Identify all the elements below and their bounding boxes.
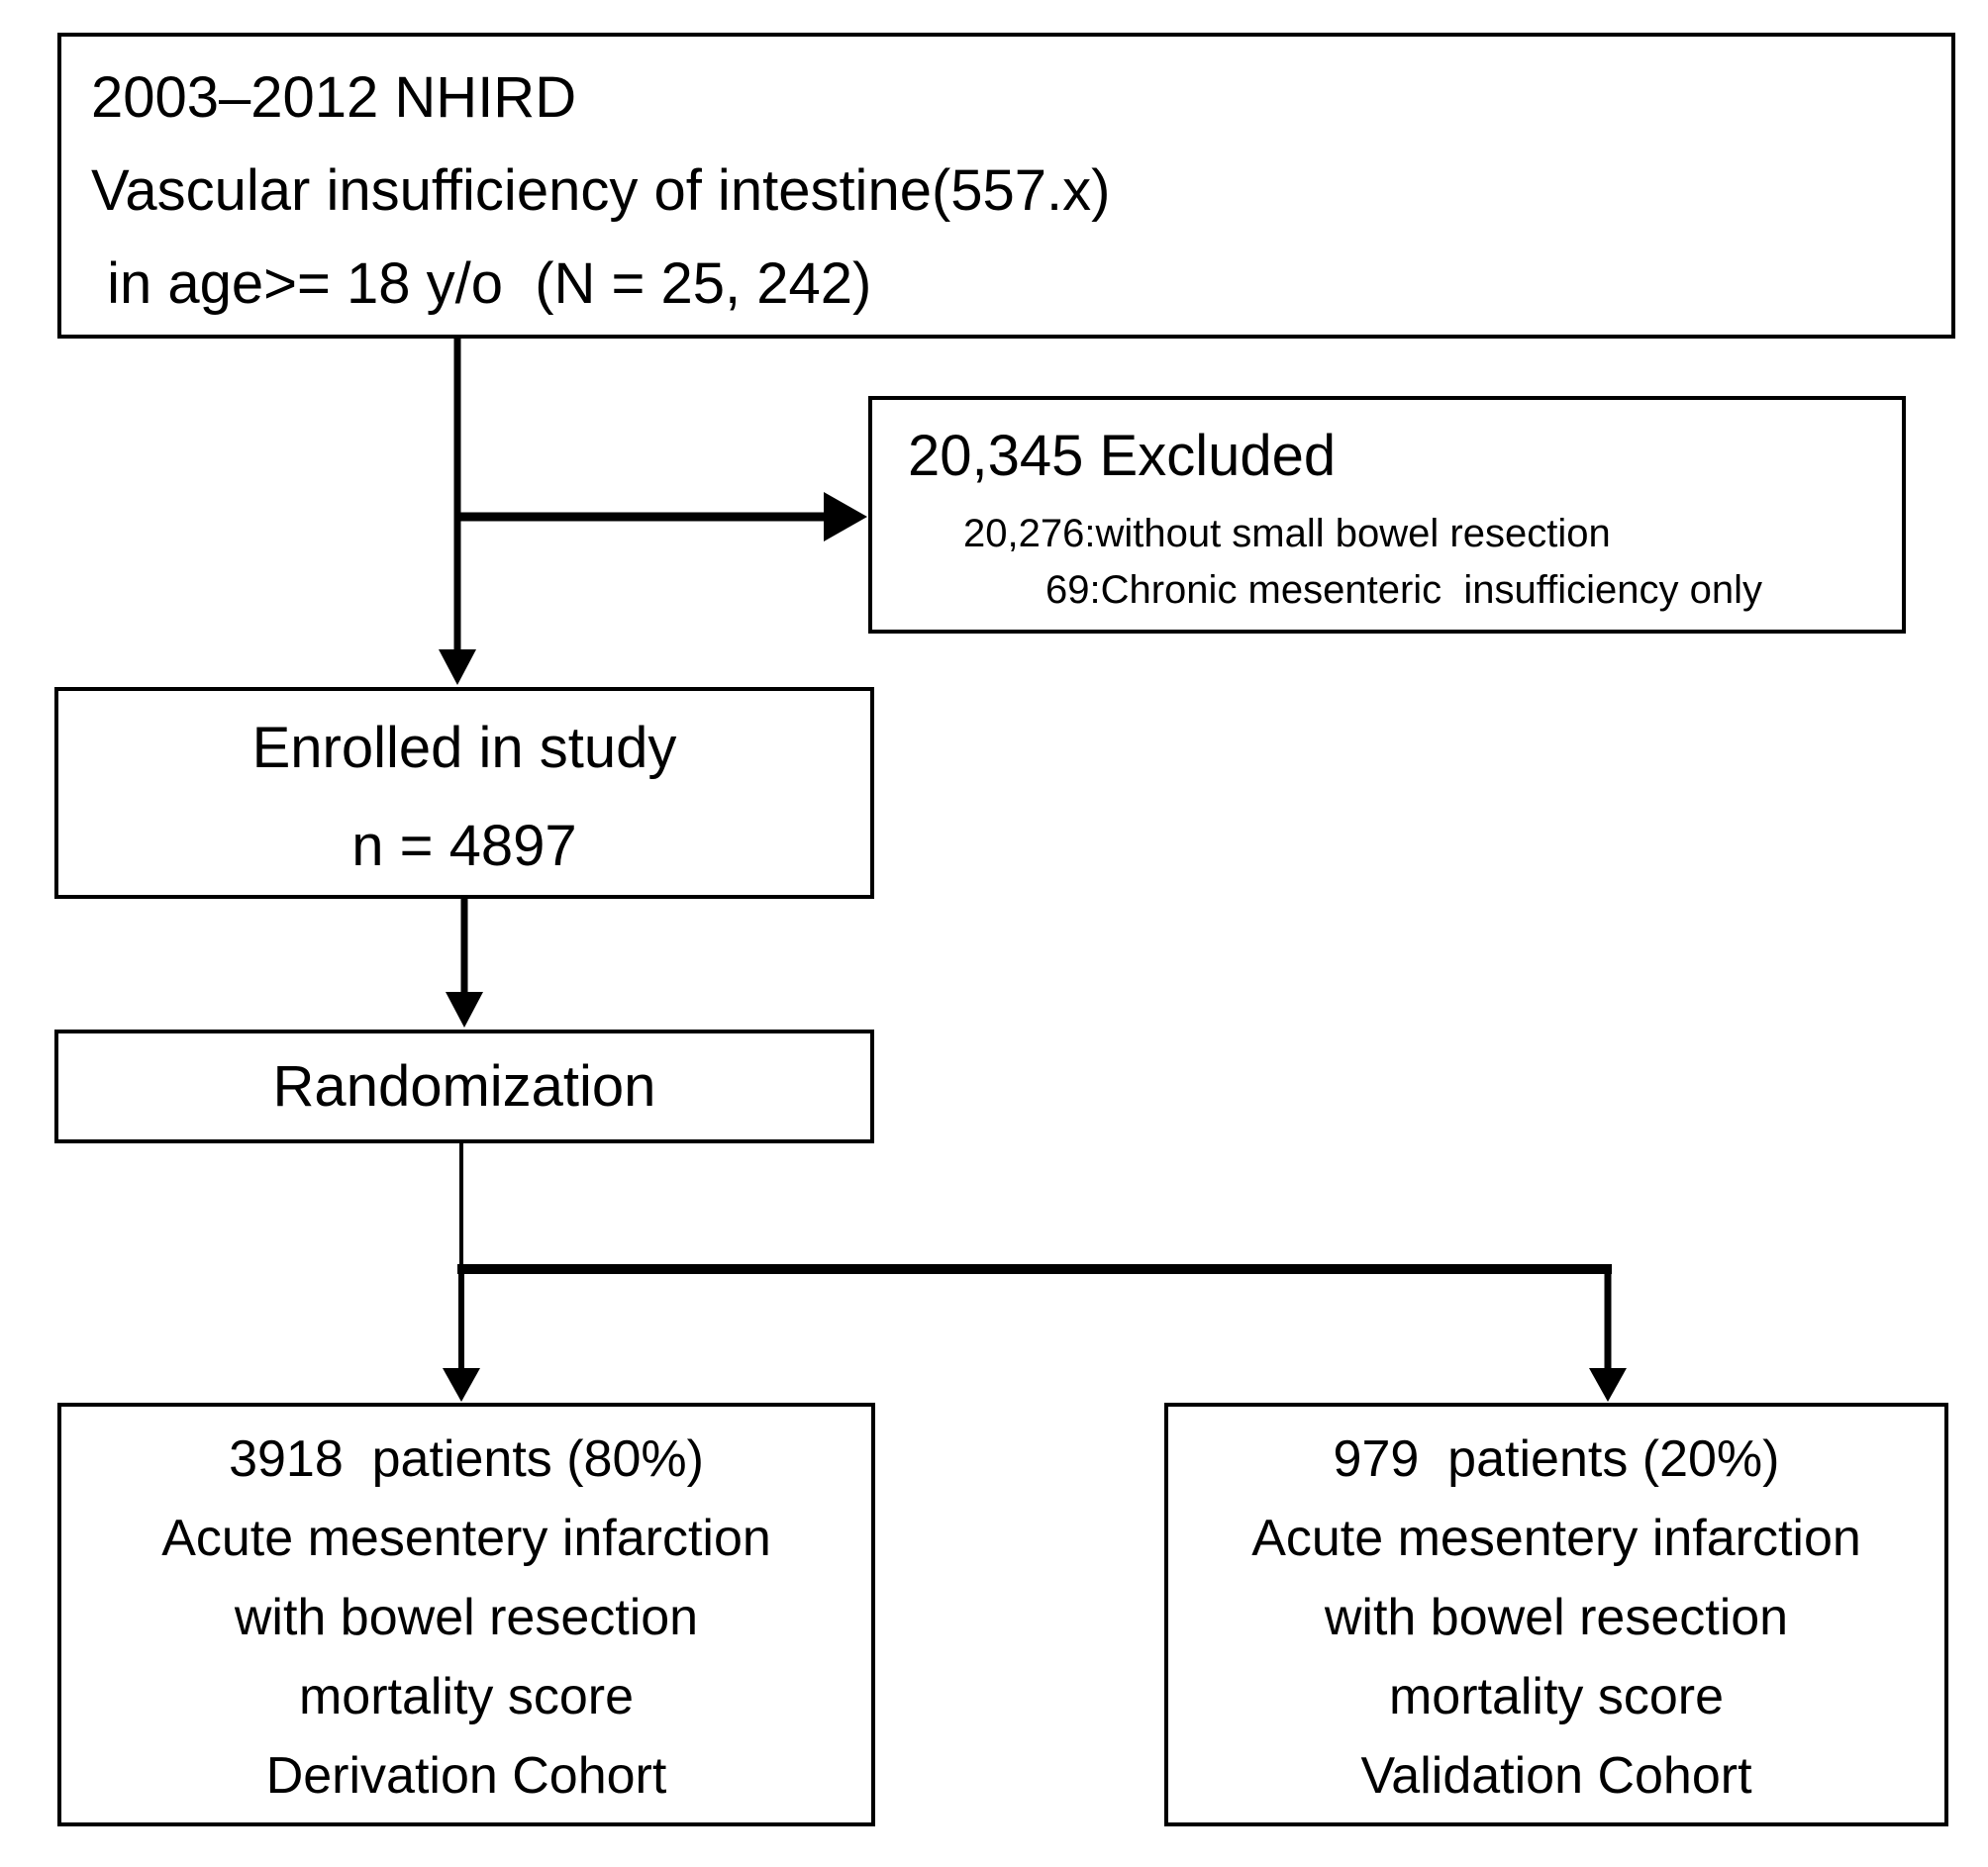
randomization-box: Randomization bbox=[54, 1030, 874, 1143]
validation-score: mortality score bbox=[1388, 1668, 1725, 1725]
validation-condition: Acute mesentery infarction bbox=[1251, 1510, 1861, 1567]
validation-cohort-label: Validation Cohort bbox=[1360, 1747, 1752, 1805]
enrolled-count: n = 4897 bbox=[351, 814, 577, 878]
derivation-count: 3918 patients (80%) bbox=[229, 1430, 704, 1488]
derivation-treatment: with bowel resection bbox=[234, 1589, 699, 1646]
branch-left-arrow-head bbox=[443, 1368, 480, 1402]
derivation-score: mortality score bbox=[298, 1668, 635, 1725]
source-box: 2003–2012 NHIRD Vascular insufficiency o… bbox=[57, 33, 1955, 339]
excluded-reason-no-resection: 20,276:without small bowel resection bbox=[963, 512, 1611, 555]
derivation-condition: Acute mesentery infarction bbox=[161, 1510, 771, 1567]
validation-treatment: with bowel resection bbox=[1324, 1589, 1789, 1646]
randomization-label: Randomization bbox=[272, 1054, 656, 1119]
derivation-cohort-box: 3918 patients (80%) Acute mesentery infa… bbox=[57, 1403, 875, 1826]
branch-right-arrow-head bbox=[1589, 1368, 1627, 1402]
source-line-diagnosis: Vascular insufficiency of intestine(557.… bbox=[91, 157, 1111, 223]
excluded-reason-chronic-only: 69:Chronic mesenteric insufficiency only bbox=[1045, 568, 1763, 612]
arrow-enrolled-to-randomization-head bbox=[446, 992, 483, 1028]
validation-cohort-box: 979 patients (20%) Acute mesentery infar… bbox=[1164, 1403, 1948, 1826]
source-line-years: 2003–2012 NHIRD bbox=[91, 64, 577, 130]
arrow-to-excluded-head bbox=[824, 492, 867, 541]
arrow-source-to-enrolled-head bbox=[439, 649, 476, 685]
excluded-box: 20,345 Excluded 20,276:without small bow… bbox=[868, 396, 1906, 634]
enrolled-label: Enrolled in study bbox=[251, 716, 677, 780]
excluded-title: 20,345 Excluded bbox=[908, 424, 1337, 488]
enrolled-box: Enrolled in study n = 4897 bbox=[54, 687, 874, 899]
validation-count: 979 patients (20%) bbox=[1333, 1430, 1780, 1488]
derivation-cohort-label: Derivation Cohort bbox=[265, 1747, 667, 1805]
source-line-population: in age>= 18 y/o (N = 25, 242) bbox=[91, 250, 872, 316]
